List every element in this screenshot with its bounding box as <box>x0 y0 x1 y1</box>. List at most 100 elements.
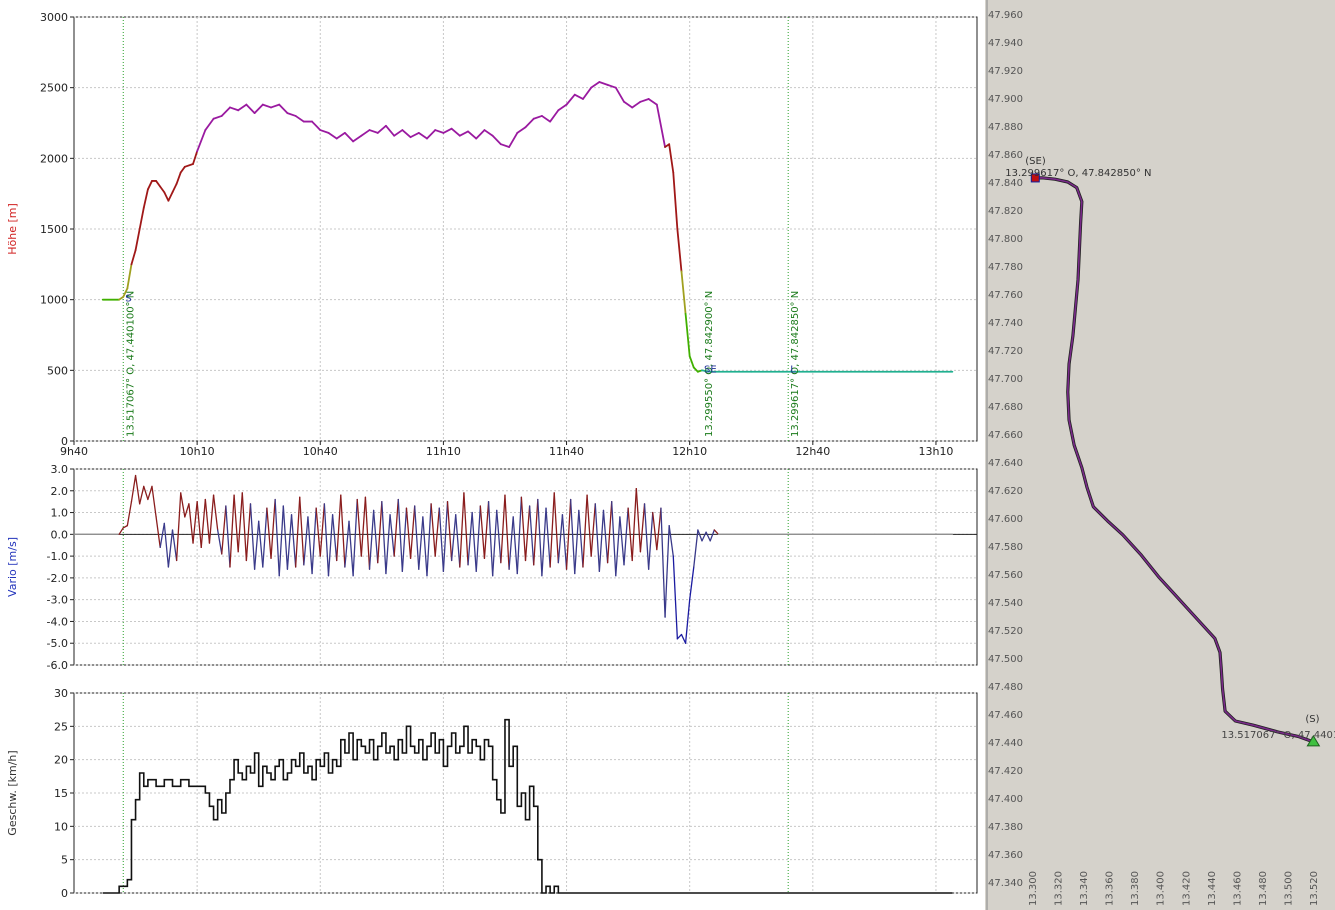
vario-segment <box>697 529 703 542</box>
vario-segment <box>623 507 629 566</box>
altitude-segment <box>159 185 166 194</box>
vario-segment <box>656 507 662 551</box>
vario-segment <box>155 516 161 549</box>
vario-segment <box>590 503 596 557</box>
vario-segment <box>364 496 371 570</box>
altitude-segment <box>171 182 178 194</box>
altitude-segment <box>701 369 712 373</box>
altitude-segment <box>623 100 634 109</box>
vario-segment <box>360 496 367 557</box>
vario-segment <box>500 494 506 564</box>
altitude-segment <box>639 98 650 103</box>
vario-segment <box>446 501 453 562</box>
map-lat-label: 47.480 <box>988 682 1023 693</box>
altitude-segment <box>401 129 412 139</box>
y-tick-label: 0 <box>61 887 68 900</box>
map-lat-label: 47.720 <box>988 346 1023 357</box>
vario-segment <box>434 507 440 557</box>
vario-segment <box>471 511 477 573</box>
vario-segment <box>459 492 465 568</box>
map-lat-label: 47.680 <box>988 402 1023 413</box>
vario-segment <box>397 498 404 573</box>
vario-segment <box>689 566 695 601</box>
altitude-segment <box>278 103 289 115</box>
altitude-segment <box>204 117 215 131</box>
vario-segment <box>286 514 293 570</box>
vario-segment <box>192 501 198 544</box>
track-map[interactable]: 47.960 47.940 47.920 47.900 47.880 47.860 47.8… <box>985 0 1335 910</box>
start-marker-label: (S) <box>1305 714 1319 725</box>
vario-segment <box>180 492 186 518</box>
vario-segment <box>393 498 399 557</box>
x-tick-label: 10h10 <box>180 445 215 458</box>
y-tick-label: 2.0 <box>51 485 69 498</box>
annotation-marker: SE <box>704 364 717 375</box>
vario-segment <box>709 529 715 542</box>
altitude-segment <box>245 103 256 115</box>
vario-segment <box>549 492 555 568</box>
vario-segment <box>401 507 408 573</box>
map-lon-label: 13.360 <box>1105 871 1116 906</box>
altitude-segment <box>524 117 535 129</box>
map-lat-label: 47.920 <box>988 66 1023 77</box>
map-lat-label: 47.540 <box>988 598 1023 609</box>
vario-segment <box>631 487 637 562</box>
map-lat-label: 47.520 <box>988 626 1023 637</box>
altitude-segment <box>335 131 346 140</box>
vario-segment <box>528 505 535 566</box>
vario-segment <box>196 501 202 549</box>
x-tick-label: 11h10 <box>426 445 461 458</box>
altitude-segment <box>549 109 560 123</box>
y-tick-label: 3000 <box>40 11 68 24</box>
vario-segment <box>278 505 284 577</box>
vario-segment <box>524 505 531 562</box>
altitude-segment <box>467 130 478 140</box>
vario-segment <box>537 498 543 577</box>
y-axis-label: Geschw. [km/h] <box>6 750 19 835</box>
map-lat-label: 47.900 <box>988 94 1023 105</box>
altitude-segment <box>532 115 543 120</box>
altitude-segment <box>393 129 404 137</box>
altitude-segment <box>385 124 396 137</box>
y-tick-label: 30 <box>54 687 68 700</box>
altitude-segment <box>146 180 153 191</box>
vario-segment <box>212 494 219 531</box>
vario-segment <box>483 501 490 559</box>
map-lat-label: 47.440 <box>988 738 1023 749</box>
x-tick-label: 12h10 <box>672 445 707 458</box>
altitude-segment <box>590 81 601 89</box>
annotation-label: 13.517067° O, 47.440100° N <box>125 291 136 437</box>
vario-segment <box>668 524 674 557</box>
landing-marker <box>1030 173 1040 183</box>
altitude-segment <box>409 131 420 139</box>
vario-segment <box>319 503 326 557</box>
vario-segment <box>208 494 215 544</box>
annotation-marker: S <box>125 294 131 305</box>
altitude-segment <box>582 86 593 100</box>
map-lat-label: 47.940 <box>988 38 1023 49</box>
map-lat-label: 47.600 <box>988 514 1023 525</box>
vario-chart: 3.0 2.0 1.0 0.0 -1.0 -2.0 -3.0 -4.0 -5.0 -6.0 Vari… <box>6 463 978 672</box>
vario-segment <box>643 503 650 570</box>
vario-segment <box>143 485 149 501</box>
altitude-segment <box>122 287 129 298</box>
map-lat-label: 47.380 <box>988 822 1023 833</box>
altitude-segment <box>167 191 174 202</box>
altitude-segment <box>598 81 609 86</box>
vario-segment <box>237 492 243 553</box>
vario-segment <box>344 520 350 568</box>
vario-segment <box>122 524 129 529</box>
altitude-segment <box>680 270 687 315</box>
map-lat-label: 47.560 <box>988 570 1023 581</box>
vario-segment <box>553 492 559 564</box>
vario-segment <box>340 494 346 568</box>
altitude-segment <box>327 131 338 140</box>
altitude-segment <box>138 206 145 230</box>
map-lat-label: 47.760 <box>988 290 1023 301</box>
y-tick-label: -3.0 <box>47 594 68 607</box>
vario-segment <box>385 514 391 575</box>
vario-segment <box>389 514 395 557</box>
vario-segment <box>422 516 428 577</box>
vario-segment <box>290 514 297 568</box>
vario-segment <box>680 633 687 644</box>
